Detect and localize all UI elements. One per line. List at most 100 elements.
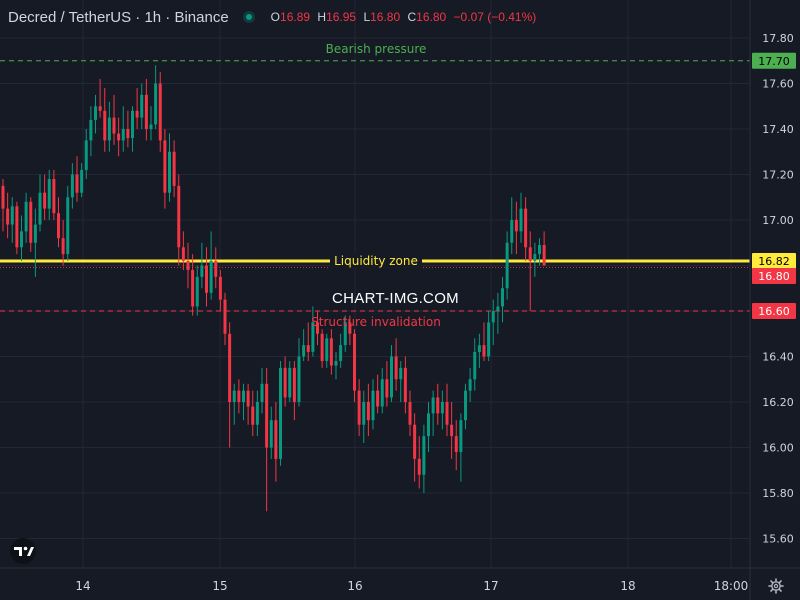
candle-up[interactable] bbox=[538, 238, 541, 266]
candle-up[interactable] bbox=[491, 299, 495, 346]
candle-up[interactable] bbox=[477, 333, 481, 368]
candle-down[interactable] bbox=[403, 356, 407, 414]
candle-up[interactable] bbox=[339, 333, 343, 368]
candle-down[interactable] bbox=[306, 322, 310, 362]
candle-down[interactable] bbox=[445, 383, 449, 437]
candle-up[interactable] bbox=[519, 192, 523, 243]
candle-down[interactable] bbox=[126, 110, 130, 148]
candle-down[interactable] bbox=[316, 311, 319, 346]
tradingview-logo-icon[interactable] bbox=[8, 538, 38, 564]
candle-up[interactable] bbox=[362, 390, 366, 443]
candle-down[interactable] bbox=[436, 383, 440, 425]
candle-up[interactable] bbox=[399, 361, 403, 402]
candle-up[interactable] bbox=[89, 106, 93, 157]
candle-down[interactable] bbox=[112, 94, 116, 145]
candle-down[interactable] bbox=[6, 192, 10, 239]
candle-down[interactable] bbox=[214, 247, 218, 289]
candle-down[interactable] bbox=[348, 315, 352, 346]
candle-down[interactable] bbox=[29, 197, 33, 252]
candle-up[interactable] bbox=[66, 185, 70, 261]
candle-up[interactable] bbox=[422, 424, 426, 493]
candle-down[interactable] bbox=[57, 197, 60, 248]
candle-up[interactable] bbox=[533, 242, 537, 277]
candle-up[interactable] bbox=[70, 163, 74, 209]
candle-up[interactable] bbox=[10, 197, 14, 243]
candle-up[interactable] bbox=[255, 390, 259, 437]
candle-down[interactable] bbox=[320, 329, 324, 368]
candle-up[interactable] bbox=[47, 169, 51, 220]
candle-up[interactable] bbox=[242, 383, 245, 421]
candle-up[interactable] bbox=[260, 367, 264, 414]
gear-icon[interactable] bbox=[768, 578, 784, 594]
candle-down[interactable] bbox=[144, 78, 148, 141]
candle-down[interactable] bbox=[408, 390, 412, 437]
candle-down[interactable] bbox=[52, 169, 56, 220]
candle-down[interactable] bbox=[172, 140, 176, 198]
candle-up[interactable] bbox=[390, 345, 393, 402]
candle-down[interactable] bbox=[43, 174, 47, 221]
candle-up[interactable] bbox=[200, 242, 204, 289]
candle-up[interactable] bbox=[209, 231, 213, 300]
candle-down[interactable] bbox=[163, 129, 167, 209]
candle-down[interactable] bbox=[366, 383, 370, 437]
candle-down[interactable] bbox=[246, 383, 250, 425]
candle-up[interactable] bbox=[24, 192, 28, 243]
candle-down[interactable] bbox=[75, 156, 79, 202]
candle-up[interactable] bbox=[496, 292, 500, 334]
candles[interactable] bbox=[1, 65, 546, 512]
candle-down[interactable] bbox=[528, 231, 532, 311]
candle-down[interactable] bbox=[265, 367, 269, 512]
candle-down[interactable] bbox=[117, 117, 121, 157]
candle-down[interactable] bbox=[98, 78, 102, 118]
candle-up[interactable] bbox=[427, 402, 430, 453]
candle-down[interactable] bbox=[376, 374, 380, 414]
candle-down[interactable] bbox=[237, 379, 241, 414]
candle-down[interactable] bbox=[103, 88, 107, 152]
candle-up[interactable] bbox=[131, 106, 134, 152]
candle-down[interactable] bbox=[181, 231, 185, 271]
candle-down[interactable] bbox=[61, 220, 65, 266]
candle-up[interactable] bbox=[464, 383, 467, 430]
candle-up[interactable] bbox=[121, 106, 125, 152]
candle-down[interactable] bbox=[413, 413, 417, 482]
candle-up[interactable] bbox=[371, 379, 375, 430]
candle-down[interactable] bbox=[251, 390, 255, 437]
candle-up[interactable] bbox=[380, 367, 384, 414]
candle-down[interactable] bbox=[274, 402, 278, 482]
candle-up[interactable] bbox=[168, 133, 171, 202]
candle-up[interactable] bbox=[279, 361, 282, 466]
candle-down[interactable] bbox=[228, 322, 232, 448]
candle-down[interactable] bbox=[191, 254, 195, 316]
candle-down[interactable] bbox=[292, 361, 296, 421]
candle-down[interactable] bbox=[205, 247, 208, 307]
candle-up[interactable] bbox=[80, 163, 84, 198]
price-axis[interactable]: 17.80 17.60 17.40 17.20 17.00 16.80 16.60 16.40… bbox=[750, 0, 800, 600]
candle-up[interactable] bbox=[20, 215, 23, 261]
candle-down[interactable] bbox=[135, 88, 139, 129]
candle-up[interactable] bbox=[232, 383, 236, 425]
candle-up[interactable] bbox=[297, 338, 301, 407]
candle-down[interactable] bbox=[177, 174, 181, 266]
candle-down[interactable] bbox=[218, 270, 222, 311]
candle-up[interactable] bbox=[302, 329, 306, 362]
candle-down[interactable] bbox=[283, 356, 287, 407]
candle-up[interactable] bbox=[468, 367, 472, 402]
candle-up[interactable] bbox=[487, 311, 491, 362]
candle-up[interactable] bbox=[84, 129, 88, 180]
candle-up[interactable] bbox=[334, 351, 338, 380]
candle-up[interactable] bbox=[149, 106, 153, 141]
candle-up[interactable] bbox=[94, 94, 97, 134]
candle-down[interactable] bbox=[454, 420, 458, 471]
candle-up[interactable] bbox=[311, 306, 315, 357]
candle-down[interactable] bbox=[1, 179, 5, 232]
candle-down[interactable] bbox=[394, 338, 398, 391]
candle-down[interactable] bbox=[353, 329, 356, 402]
candle-up[interactable] bbox=[107, 101, 111, 152]
candle-up[interactable] bbox=[288, 361, 292, 402]
candle-up[interactable] bbox=[505, 231, 509, 300]
candle-up[interactable] bbox=[38, 174, 42, 232]
candle-down[interactable] bbox=[417, 436, 421, 489]
candle-down[interactable] bbox=[542, 231, 546, 266]
candle-down[interactable] bbox=[15, 201, 19, 255]
